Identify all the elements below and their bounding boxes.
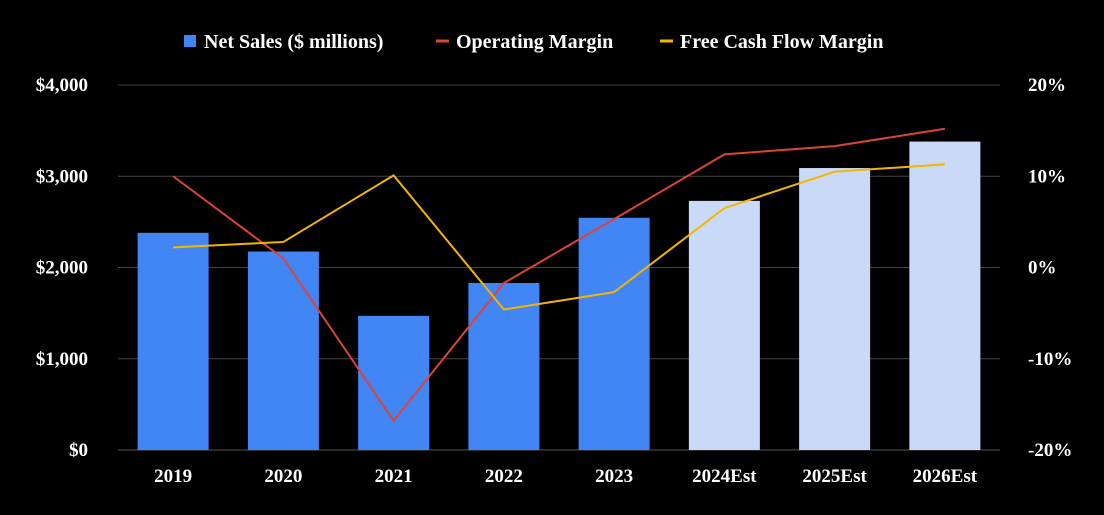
x-tick-label: 2019 (154, 466, 192, 487)
net-sales-bars (137, 141, 981, 450)
net-sales-bar (909, 141, 981, 450)
x-tick-label: 2026Est (913, 466, 978, 487)
legend-swatch-line (660, 39, 673, 43)
legend-label: Free Cash Flow Margin (680, 31, 884, 53)
right-tick-label: -20% (1028, 440, 1072, 461)
x-tick-label: 2024Est (692, 466, 757, 487)
net-sales-bar (468, 283, 540, 450)
right-tick-label: 0% (1028, 258, 1057, 279)
right-axis-tick-labels: -20% -10% 0% 10% 20% (1028, 75, 1072, 461)
legend-swatch-net-sales (184, 35, 196, 47)
left-tick-label: $3,000 (36, 166, 88, 187)
net-sales-bar (688, 200, 760, 450)
right-tick-label: 10% (1028, 166, 1066, 187)
legend-swatch-line (436, 39, 449, 43)
x-axis-tick-labels: 2019 2020 2021 2022 2023 2024Est 2025Est 2026Es… (154, 466, 978, 487)
legend-label: Net Sales ($ millions) (204, 31, 383, 53)
x-tick-label: 2021 (375, 466, 413, 487)
right-tick-label: 20% (1028, 75, 1066, 96)
margin-lines (172, 127, 946, 422)
net-sales-bar (358, 315, 430, 450)
left-tick-label: $1,000 (36, 349, 88, 370)
net-sales-bar (578, 217, 650, 450)
x-tick-label: 2023 (595, 466, 633, 487)
x-tick-label: 2025Est (802, 466, 867, 487)
free-cash-flow-margin-line (173, 163, 945, 311)
x-tick-label: 2020 (264, 466, 302, 487)
left-tick-label: $0 (69, 440, 88, 461)
legend: Net Sales ($ millions) Operating Margin Fr… (184, 31, 884, 53)
right-tick-label: -10% (1028, 349, 1072, 370)
left-tick-label: $4,000 (36, 75, 88, 96)
x-tick-label: 2022 (485, 466, 523, 487)
legend-label: Operating Margin (456, 31, 613, 53)
left-axis-tick-labels: $0 $1,000 $2,000 $3,000 $4,000 (36, 75, 88, 461)
net-sales-bar (247, 251, 319, 450)
net-sales-bar (799, 168, 871, 450)
net-sales-bar (137, 232, 209, 450)
operating-margin-line (172, 127, 946, 422)
left-tick-label: $2,000 (36, 258, 88, 279)
